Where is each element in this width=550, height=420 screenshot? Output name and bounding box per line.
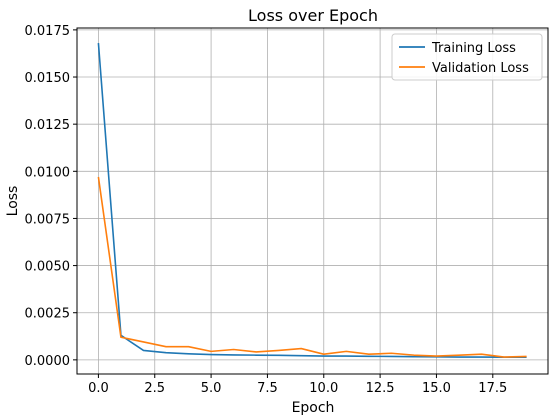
x-tick-label: 10.0 <box>309 381 338 396</box>
y-axis-label: Loss <box>5 186 21 217</box>
x-axis-ticks: 0.0 2.5 5.0 7.5 10.0 12.5 15.0 17.5 <box>88 374 507 396</box>
series-line-0 <box>97 43 527 359</box>
y-tick-label: 0.0025 <box>25 307 71 322</box>
y-tick-label: 0.0175 <box>25 24 71 39</box>
legend-box <box>391 33 543 81</box>
series-line-1 <box>97 176 527 358</box>
y-tick-label: 0.0100 <box>25 165 71 180</box>
y-tick-label: 0.0150 <box>25 71 71 86</box>
x-tick-label: 15.0 <box>422 381 451 396</box>
y-tick-label: 0.0125 <box>25 118 71 133</box>
x-tick-label: 5.0 <box>201 381 222 396</box>
chart-title: Loss over Epoch <box>248 6 378 25</box>
y-tick-label: 0.0000 <box>25 354 71 369</box>
x-tick-label: 7.5 <box>257 381 278 396</box>
x-tick-label: 2.5 <box>144 381 165 396</box>
y-axis-ticks: 0.0000 0.0025 0.0050 0.0075 0.0100 0.0125 0.01… <box>25 24 77 369</box>
grid-lines <box>77 28 548 374</box>
x-tick-label: 0.0 <box>88 381 109 396</box>
y-tick-label: 0.0050 <box>25 260 71 275</box>
legend-label: Validation Loss <box>432 61 529 76</box>
y-tick-label: 0.0075 <box>25 212 71 227</box>
x-tick-label: 17.5 <box>478 381 507 396</box>
x-tick-label: 12.5 <box>366 381 395 396</box>
series-lines <box>97 43 527 359</box>
x-axis-label: Epoch <box>292 400 335 416</box>
plot-frame <box>76 27 549 375</box>
legend: Training Loss Validation Loss <box>391 33 543 81</box>
legend-label: Training Loss <box>431 41 516 56</box>
